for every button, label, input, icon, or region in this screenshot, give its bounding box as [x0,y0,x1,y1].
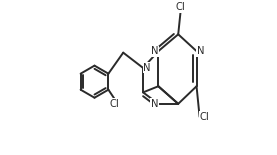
Text: Cl: Cl [110,99,119,109]
Text: N: N [197,46,204,56]
Text: N: N [143,63,151,73]
Text: N: N [151,99,158,109]
Text: N: N [151,46,158,56]
Text: Cl: Cl [200,112,209,122]
Text: Cl: Cl [176,2,185,12]
